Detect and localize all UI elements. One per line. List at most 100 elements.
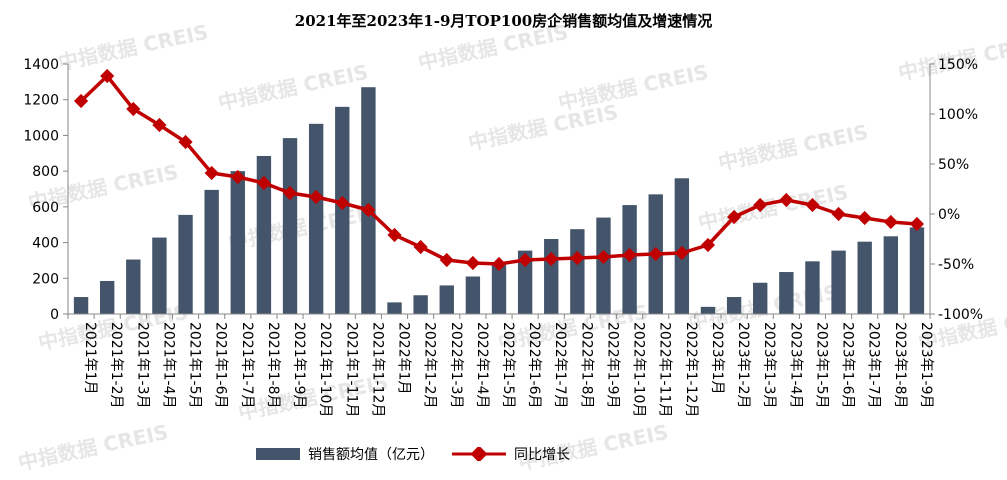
x-tick-label: 2021年1-11月 <box>343 322 359 417</box>
line-marker <box>204 165 219 181</box>
x-tick-label: 2021年1-4月 <box>160 322 176 409</box>
bar <box>387 302 402 314</box>
line-marker <box>596 249 611 265</box>
line-marker <box>230 169 245 185</box>
watermark-text: 中指数据 CREIS <box>416 20 570 75</box>
x-tick-label: 2022年1-7月 <box>552 322 568 409</box>
bar <box>282 138 298 314</box>
bar <box>152 237 167 314</box>
legend-item-line: 同比增长 <box>452 444 570 464</box>
x-tick-label: 2022年1-12月 <box>683 322 699 417</box>
bar-series <box>73 87 925 314</box>
left-tick-label: 0 <box>50 307 59 323</box>
bar <box>99 280 115 314</box>
right-tick-label: 50% <box>938 157 969 173</box>
line-marker <box>805 197 820 213</box>
bar <box>700 306 716 314</box>
x-tick-label: 2021年1-5月 <box>187 322 203 409</box>
watermark-text: 中指数据 CREIS <box>716 120 870 175</box>
line-marker <box>439 252 454 268</box>
line-marker <box>335 195 350 211</box>
bar <box>126 259 141 314</box>
line-marker <box>544 251 559 267</box>
bar <box>883 236 899 314</box>
x-tick-label: 2023年1-4月 <box>787 322 803 409</box>
bar <box>753 282 768 314</box>
line-marker <box>700 237 716 253</box>
legend-label-line: 同比增长 <box>514 447 570 463</box>
x-tick-label: 2023年1-3月 <box>761 322 777 409</box>
line-marker <box>256 175 271 191</box>
x-tick-label: 2021年1-7月 <box>239 322 255 409</box>
left-tick-label: 1200 <box>23 93 59 109</box>
bar <box>726 297 742 314</box>
line-marker <box>570 250 585 266</box>
x-tick-label: 2022年1-4月 <box>474 322 490 409</box>
x-tick-label: 2022年1-10月 <box>631 322 647 417</box>
x-tick-label: 2023年1-8月 <box>892 322 908 409</box>
bar <box>805 261 820 314</box>
x-tick-label: 2022年1-3月 <box>448 322 464 409</box>
line-marker <box>518 252 533 268</box>
bar <box>857 241 872 314</box>
legend-swatch-bar <box>256 448 300 460</box>
line-marker <box>727 209 742 225</box>
x-tick-label: 2022年1-6月 <box>526 322 542 409</box>
line-marker <box>178 134 193 150</box>
left-tick-label: 600 <box>32 200 59 216</box>
line-marker <box>648 246 663 262</box>
right-tick-label: -50% <box>938 257 974 273</box>
x-tick-label: 2022年1-5月 <box>500 322 516 409</box>
left-tick-label: 400 <box>32 236 59 252</box>
legend-item-bar: 销售额均值（亿元） <box>256 444 434 464</box>
line-marker <box>909 216 925 232</box>
x-tick-label: 2021年1月 <box>82 322 98 395</box>
left-tick-label: 800 <box>32 164 59 180</box>
x-tick-label: 2021年1-10月 <box>317 322 333 417</box>
bar <box>178 214 193 314</box>
x-tick-label: 2023年1-9月 <box>918 322 934 409</box>
bar <box>517 250 533 314</box>
line-series <box>73 68 925 272</box>
watermark-text: 中指数据 CREIS <box>236 370 390 425</box>
legend-swatch-line <box>452 447 506 461</box>
bar <box>491 264 507 314</box>
bar <box>73 297 89 314</box>
bar <box>570 229 585 314</box>
bar <box>831 250 846 314</box>
bar <box>544 239 559 314</box>
bar <box>308 123 324 314</box>
x-tick-label: 2021年1-12月 <box>369 322 385 417</box>
line-marker <box>282 185 298 201</box>
right-tick-label: -100% <box>938 307 983 323</box>
right-tick-label: 150% <box>938 57 978 73</box>
bar <box>465 276 481 314</box>
right-tick-label: 0% <box>938 207 960 223</box>
line-marker <box>857 210 872 226</box>
x-tick-label: 2022年1-2月 <box>422 322 438 409</box>
line-marker <box>622 247 637 263</box>
x-tick-label: 2022年1月 <box>396 322 412 395</box>
bar <box>335 106 350 314</box>
bar <box>413 295 428 314</box>
x-tick-label: 2022年1-8月 <box>578 322 594 409</box>
line-marker <box>309 189 324 205</box>
x-tick-label: 2021年1-8月 <box>265 322 281 409</box>
line-marker <box>465 255 480 271</box>
line-marker <box>779 192 794 208</box>
x-tick-label: 2021年1-3月 <box>134 322 150 409</box>
bar <box>256 155 272 314</box>
bar <box>204 189 219 314</box>
left-tick-label: 1000 <box>23 128 59 144</box>
line-marker <box>491 256 507 272</box>
left-tick-label: 1400 <box>23 57 59 73</box>
x-tick-label: 2021年1-9月 <box>291 322 307 409</box>
bar <box>596 217 611 314</box>
x-tick-label: 2022年1-11月 <box>657 322 673 417</box>
bar <box>439 285 454 314</box>
chart-title: 2021年至2023年1-9月TOP100房企销售额均值及增速情况 <box>294 12 713 30</box>
watermark-text: 中指数据 CREIS <box>16 420 170 475</box>
legend: 销售额均值（亿元） 同比增长 <box>256 444 570 464</box>
line-marker <box>753 197 768 213</box>
